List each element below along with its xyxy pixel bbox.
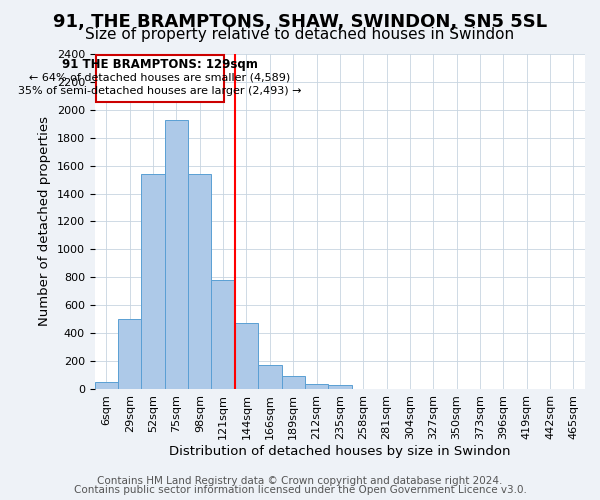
Bar (281, 376, 305, 389)
Text: ← 64% of detached houses are smaller (4,589): ← 64% of detached houses are smaller (4,… (29, 72, 291, 83)
FancyBboxPatch shape (96, 55, 224, 102)
Bar (165, 120, 188, 389)
Bar (258, 364, 281, 389)
Y-axis label: Number of detached properties: Number of detached properties (38, 116, 51, 326)
Text: Size of property relative to detached houses in Swindon: Size of property relative to detached ho… (85, 28, 515, 42)
Text: 35% of semi-detached houses are larger (2,493) →: 35% of semi-detached houses are larger (… (19, 86, 302, 96)
Bar (211, 280, 235, 389)
Bar (95, 382, 118, 389)
Bar (188, 174, 211, 389)
Bar (235, 324, 258, 389)
Text: Contains HM Land Registry data © Crown copyright and database right 2024.: Contains HM Land Registry data © Crown c… (97, 476, 503, 486)
Bar (118, 319, 142, 389)
Text: 91 THE BRAMPTONS: 129sqm: 91 THE BRAMPTONS: 129sqm (62, 58, 258, 71)
Text: 91, THE BRAMPTONS, SHAW, SWINDON, SN5 5SL: 91, THE BRAMPTONS, SHAW, SWINDON, SN5 5S… (53, 12, 547, 30)
X-axis label: Distribution of detached houses by size in Swindon: Distribution of detached houses by size … (169, 444, 511, 458)
Bar (305, 384, 328, 389)
Bar (328, 385, 352, 389)
Bar (142, 174, 165, 389)
Text: Contains public sector information licensed under the Open Government Licence v3: Contains public sector information licen… (74, 485, 526, 495)
